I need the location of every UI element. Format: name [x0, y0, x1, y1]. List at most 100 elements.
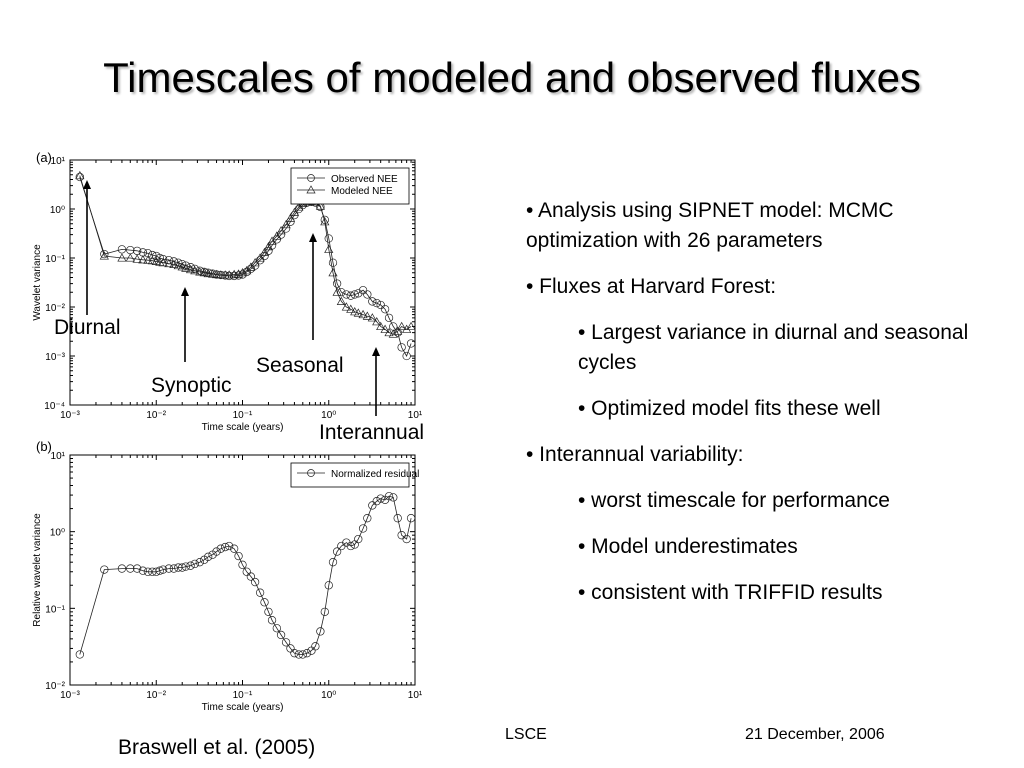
y-tick-label: 10⁰	[50, 205, 65, 216]
legend-marker	[306, 185, 316, 194]
data-point	[315, 201, 325, 210]
x-tick-label: 10¹	[408, 690, 423, 701]
x-tick-label: 10⁻³	[60, 690, 80, 701]
bullet-item: • Model underestimates	[578, 535, 798, 558]
data-point	[250, 258, 260, 267]
data-point	[402, 351, 411, 361]
data-point	[117, 253, 127, 262]
plot-frame	[69, 454, 416, 686]
data-point	[406, 339, 416, 348]
y-tick-label: 10⁻⁴	[44, 401, 65, 412]
data-point	[216, 544, 225, 553]
data-point	[402, 534, 411, 544]
data-point	[368, 501, 377, 510]
data-point	[185, 264, 196, 274]
data-point	[290, 649, 299, 658]
data-point	[75, 170, 85, 180]
data-point	[393, 514, 402, 523]
bullet-item: • Interannual variability:	[526, 443, 744, 466]
data-point	[376, 300, 385, 310]
data-point	[272, 231, 282, 240]
data-point	[169, 564, 179, 573]
data-point	[267, 236, 277, 245]
data-point	[216, 270, 226, 279]
data-point	[294, 650, 303, 659]
data-point	[190, 559, 199, 569]
y-tick-label: 10⁻¹	[45, 254, 65, 265]
series-line	[79, 176, 412, 357]
data-point	[263, 241, 274, 251]
legend-marker	[307, 469, 315, 477]
data-point	[238, 560, 247, 569]
annotation-arrowhead	[372, 347, 380, 356]
data-point	[380, 305, 390, 314]
data-point	[363, 514, 372, 523]
data-point	[358, 309, 368, 319]
data-point	[267, 616, 277, 625]
data-point	[358, 286, 368, 295]
y-axis-label: Relative wavelet variance	[32, 513, 43, 627]
data-point	[346, 291, 355, 300]
data-point	[224, 271, 234, 281]
x-tick-label: 10⁻²	[146, 410, 166, 421]
data-point	[384, 313, 394, 323]
data-point	[246, 264, 256, 274]
data-point	[234, 271, 243, 280]
data-point	[341, 302, 351, 311]
data-point	[234, 551, 243, 561]
data-point	[211, 269, 222, 279]
data-point	[393, 326, 403, 335]
annotation-arrowhead	[83, 180, 91, 189]
data-point	[75, 172, 84, 182]
bullet-item: • Largest variance in diurnal and season…	[578, 321, 969, 374]
y-axis-label: Wavelet variance	[32, 244, 43, 321]
y-tick-label: 10⁰	[50, 528, 65, 539]
data-point	[125, 253, 135, 262]
data-point	[138, 566, 148, 575]
data-point	[178, 563, 187, 572]
data-point	[358, 524, 368, 533]
data-point	[199, 268, 209, 277]
data-point	[143, 249, 153, 258]
data-point	[264, 607, 273, 616]
data-point	[342, 538, 351, 547]
data-point	[158, 258, 168, 267]
data-point	[132, 254, 142, 263]
data-point	[224, 541, 234, 551]
y-tick-label: 10⁻¹	[45, 604, 65, 615]
data-point	[281, 638, 291, 647]
data-point	[148, 250, 157, 260]
data-point	[376, 321, 386, 331]
panel-label: (b)	[36, 439, 52, 454]
data-point	[332, 279, 342, 288]
data-point	[328, 558, 338, 567]
bullet-item: • Optimized model fits these well	[578, 397, 881, 420]
data-point	[100, 249, 109, 259]
data-point	[388, 329, 398, 338]
annotation-arrowhead	[309, 233, 317, 242]
x-tick-label: 10⁻³	[60, 410, 80, 421]
footer-org: LSCE	[505, 726, 547, 743]
data-point	[332, 287, 342, 296]
footer-date: 21 December, 2006	[745, 726, 885, 743]
data-point	[320, 217, 330, 226]
legend-box	[290, 462, 410, 488]
annotation-interannual: Interannual	[319, 421, 425, 444]
data-point	[346, 304, 356, 313]
data-point	[384, 327, 394, 337]
data-point	[324, 234, 333, 243]
data-point	[255, 588, 265, 597]
data-point	[229, 271, 239, 281]
data-point	[169, 259, 179, 268]
data-point	[302, 649, 312, 658]
series-line	[79, 175, 412, 335]
y-tick-label: 10¹	[51, 451, 66, 462]
data-point	[155, 257, 165, 266]
data-point	[362, 311, 372, 320]
x-tick-label: 10⁻²	[146, 690, 166, 701]
legend-label: Observed NEE	[331, 174, 398, 185]
data-point	[372, 317, 382, 326]
data-point	[237, 268, 248, 277]
data-point	[164, 564, 174, 573]
data-point	[363, 290, 372, 299]
